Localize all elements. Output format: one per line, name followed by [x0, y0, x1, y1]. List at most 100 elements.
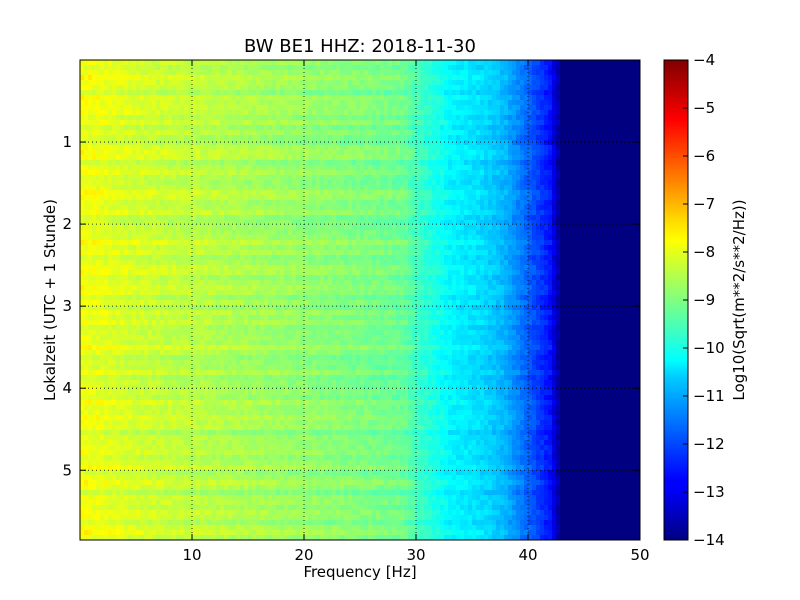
heatmap-cell	[628, 220, 633, 226]
heatmap-cell	[608, 120, 613, 126]
heatmap-cell	[216, 150, 221, 156]
heatmap-cell	[436, 225, 441, 231]
heatmap-cell	[276, 130, 281, 136]
heatmap-cell	[132, 150, 137, 156]
heatmap-cell	[456, 220, 461, 226]
heatmap-cell	[144, 100, 149, 106]
heatmap-cell	[592, 150, 597, 156]
heatmap-cell	[196, 195, 201, 201]
heatmap-cell	[636, 95, 640, 101]
heatmap-cell	[204, 75, 209, 81]
heatmap-cell	[232, 235, 237, 241]
heatmap-cell	[456, 215, 461, 221]
heatmap-cell	[540, 70, 545, 76]
heatmap-cell	[568, 80, 573, 86]
heatmap-cell	[224, 100, 229, 106]
heatmap-cell	[368, 85, 373, 91]
heatmap-cell	[108, 165, 113, 171]
heatmap-cell	[396, 180, 401, 186]
heatmap-cell	[632, 215, 637, 221]
heatmap-cell	[372, 125, 377, 131]
heatmap-cell	[192, 85, 197, 91]
heatmap-cell	[356, 225, 361, 231]
heatmap-cell	[156, 150, 161, 156]
heatmap-cell	[556, 170, 561, 176]
heatmap-cell	[172, 200, 177, 206]
heatmap-cell	[440, 140, 445, 146]
heatmap-cell	[536, 155, 541, 161]
heatmap-cell	[244, 60, 249, 66]
heatmap-cell	[388, 105, 393, 111]
heatmap-cell	[324, 75, 329, 81]
heatmap-cell	[620, 230, 625, 236]
heatmap-cell	[264, 180, 269, 186]
heatmap-cell	[152, 105, 157, 111]
heatmap-cell	[220, 165, 225, 171]
heatmap-cell	[528, 195, 533, 201]
heatmap-cell	[212, 155, 217, 161]
heatmap-cell	[244, 215, 249, 221]
heatmap-cell	[300, 210, 305, 216]
heatmap-cell	[280, 170, 285, 176]
heatmap-cell	[220, 200, 225, 206]
heatmap-cell	[304, 200, 309, 206]
heatmap-cell	[116, 140, 121, 146]
heatmap-cell	[112, 170, 117, 176]
heatmap-cell	[220, 90, 225, 96]
heatmap-cell	[484, 100, 489, 106]
heatmap-cell	[272, 85, 277, 91]
heatmap-cell	[612, 225, 617, 231]
heatmap-cell	[616, 230, 621, 236]
heatmap-cell	[120, 180, 125, 186]
heatmap-cell	[348, 90, 353, 96]
heatmap-cell	[372, 75, 377, 81]
heatmap-cell	[404, 160, 409, 166]
heatmap-cell	[396, 105, 401, 111]
heatmap-cell	[108, 75, 113, 81]
heatmap-cell	[572, 210, 577, 216]
heatmap-cell	[196, 110, 201, 116]
heatmap-cell	[488, 210, 493, 216]
heatmap-cell	[512, 85, 517, 91]
heatmap-cell	[508, 75, 513, 81]
heatmap-cell	[236, 165, 241, 171]
heatmap-cell	[588, 115, 593, 121]
heatmap-cell	[460, 155, 465, 161]
heatmap-cell	[160, 125, 165, 131]
heatmap-cell	[96, 180, 101, 186]
heatmap-cell	[616, 145, 621, 151]
heatmap-cell	[416, 75, 421, 81]
heatmap-cell	[340, 155, 345, 161]
heatmap-cell	[444, 85, 449, 91]
heatmap-cell	[132, 235, 137, 241]
heatmap-cell	[296, 100, 301, 106]
heatmap-cell	[220, 85, 225, 91]
heatmap-cell	[228, 230, 233, 236]
heatmap-cell	[384, 100, 389, 106]
heatmap-cell	[576, 85, 581, 91]
heatmap-cell	[260, 65, 265, 71]
heatmap-cell	[260, 125, 265, 131]
heatmap-cell	[492, 185, 497, 191]
heatmap-cell	[564, 130, 569, 136]
heatmap-cell	[256, 185, 261, 191]
heatmap-cell	[228, 165, 233, 171]
heatmap-cell	[160, 165, 165, 171]
heatmap-cell	[464, 120, 469, 126]
heatmap-cell	[464, 125, 469, 131]
heatmap-cell	[288, 140, 293, 146]
heatmap-cell	[356, 195, 361, 201]
heatmap-cell	[504, 180, 509, 186]
heatmap-cell	[584, 185, 589, 191]
heatmap-cell	[528, 115, 533, 121]
heatmap-cell	[148, 150, 153, 156]
heatmap-cell	[192, 150, 197, 156]
heatmap-cell	[156, 85, 161, 91]
heatmap-cell	[460, 160, 465, 166]
heatmap-cell	[596, 210, 601, 216]
heatmap-cell	[132, 80, 137, 86]
heatmap-cell	[80, 190, 85, 196]
heatmap-cell	[552, 65, 557, 71]
heatmap-cell	[428, 65, 433, 71]
heatmap-cell	[412, 235, 417, 241]
